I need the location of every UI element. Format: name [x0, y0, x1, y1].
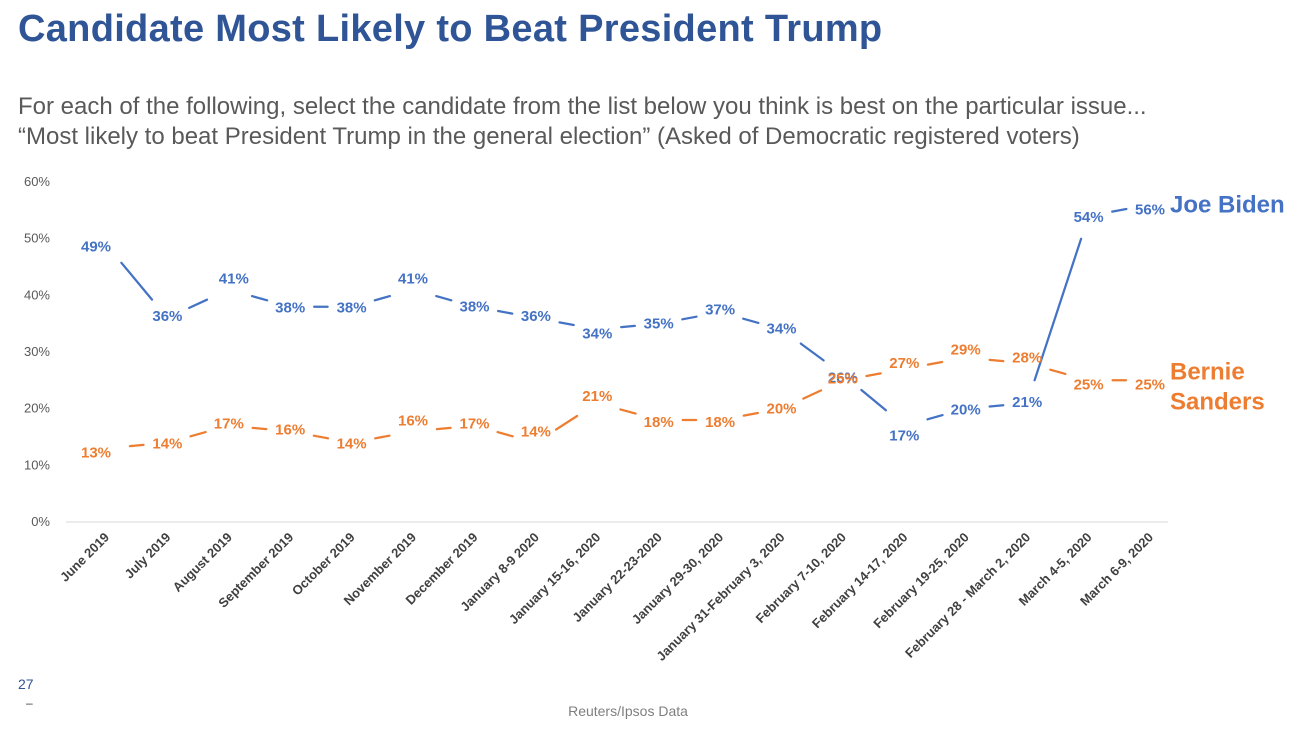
x-tick-label: October 2019 [289, 530, 358, 599]
data-label: 27% [889, 355, 919, 372]
series-line-segment [988, 404, 1005, 408]
data-label: 17% [459, 416, 489, 433]
series-line-segment [120, 261, 154, 301]
data-label: 17% [889, 428, 919, 445]
data-label: 35% [644, 316, 674, 333]
series-line-segment [558, 321, 575, 327]
data-label: 54% [1074, 209, 1104, 226]
series-line-segment [1111, 207, 1128, 213]
series-line-segment [373, 294, 392, 302]
page-dash: – [26, 696, 33, 710]
data-label: 38% [275, 300, 305, 317]
data-label: 18% [644, 414, 674, 431]
data-label: 13% [81, 444, 111, 461]
series-line-segment [619, 408, 637, 415]
data-label: 16% [398, 412, 428, 429]
data-label: 34% [582, 325, 612, 342]
y-tick-label: 20% [24, 401, 50, 416]
subtitle-line-2: “Most likely to beat President Trump in … [18, 123, 1080, 150]
data-label: 36% [521, 308, 551, 325]
series-label: Joe Biden [1170, 192, 1285, 219]
series-line-segment [681, 315, 698, 321]
series-line-segment [188, 298, 209, 310]
subtitle-line-1: For each of the following, select the ca… [18, 93, 1147, 120]
y-tick-label: 30% [24, 344, 50, 359]
x-tick-label: July 2019 [122, 530, 174, 582]
data-label: 38% [459, 299, 489, 316]
series-line-segment [988, 358, 1005, 363]
series-line-segment [312, 434, 330, 440]
series-line-segment [250, 294, 269, 302]
y-tick-label: 60% [24, 174, 50, 189]
series-line-segment [554, 414, 579, 431]
series-line-segment [435, 294, 453, 302]
data-label: 26% [828, 370, 858, 387]
series-label: Bernie [1170, 358, 1245, 385]
data-label: 36% [152, 308, 182, 325]
data-label: 28% [1012, 349, 1042, 366]
x-tick-label: June 2019 [57, 530, 112, 585]
series-line-segment [496, 430, 514, 438]
data-label: 34% [766, 320, 796, 337]
data-label: 14% [521, 424, 551, 441]
data-label: 41% [398, 271, 428, 288]
data-label: 25% [1074, 376, 1104, 393]
series-line-segment [435, 426, 452, 431]
data-label: 25% [1135, 376, 1165, 393]
data-label: 14% [152, 436, 182, 453]
series-line-segment [189, 430, 207, 438]
series-line-segment [1049, 368, 1067, 376]
series-line-segment [860, 388, 888, 412]
data-label: 38% [337, 300, 367, 317]
data-label: 20% [951, 402, 981, 419]
series-line-segment [1033, 237, 1083, 382]
data-label: 20% [766, 401, 796, 418]
data-label: 29% [951, 342, 981, 359]
x-tick-label: August 2019 [170, 530, 235, 595]
series-line-segment [496, 309, 514, 315]
data-label: 25% [828, 370, 858, 387]
x-tick-label: January 31-February 3, 2020 [653, 530, 787, 664]
series-line-segment [374, 434, 391, 440]
subtitle: For each of the following, select the ca… [18, 92, 1147, 152]
series-line-segment [742, 317, 760, 325]
data-label: 37% [705, 301, 735, 318]
series-line-segment [799, 342, 825, 362]
series-label: Sanders [1170, 388, 1265, 415]
x-tick-label: February 28 - March 2, 2020 [902, 530, 1033, 661]
series-line-segment [865, 372, 882, 378]
data-label: 17% [214, 416, 244, 433]
series-line-segment [620, 324, 636, 329]
y-tick-label: 10% [24, 457, 50, 472]
series-line-segment [802, 389, 823, 400]
series-line-segment [926, 413, 944, 421]
series-line-segment [251, 426, 268, 431]
data-label: 49% [81, 238, 111, 255]
data-label: 18% [705, 414, 735, 431]
page-title: Candidate Most Likely to Beat President … [18, 8, 883, 50]
y-tick-label: 40% [24, 287, 50, 302]
series-line-segment [926, 360, 944, 366]
data-label: 56% [1135, 202, 1165, 219]
data-label: 16% [275, 421, 305, 438]
data-label: 21% [1012, 394, 1042, 411]
data-label: 41% [219, 271, 249, 288]
series-line-segment [128, 443, 145, 448]
series-line-segment [742, 411, 760, 417]
data-label: 21% [582, 388, 612, 405]
y-tick-label: 50% [24, 231, 50, 246]
page-number: 27 [18, 676, 34, 692]
y-tick-label: 0% [31, 514, 50, 529]
data-label: 14% [337, 436, 367, 453]
source-note: Reuters/Ipsos Data [568, 703, 688, 719]
